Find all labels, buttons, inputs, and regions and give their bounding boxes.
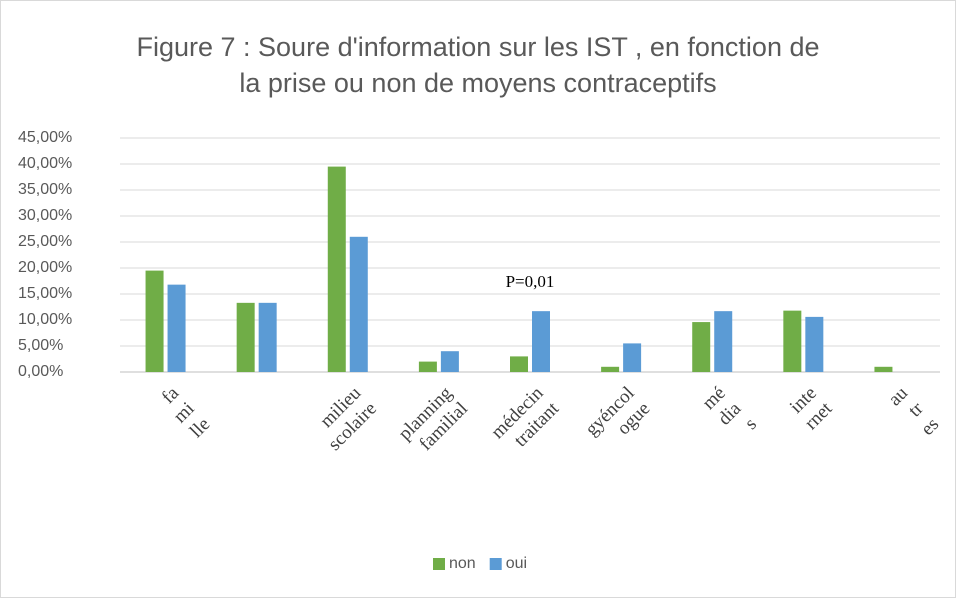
bar — [805, 316, 824, 372]
y-tick-label: 35,00% — [18, 181, 72, 198]
x-tick-label: famille — [154, 382, 215, 443]
bar — [349, 236, 368, 372]
y-tick-label: 20,00% — [18, 259, 72, 276]
bar — [623, 343, 642, 372]
bar — [601, 366, 620, 372]
legend-swatch — [489, 558, 502, 570]
annotation: P=0,01 — [506, 272, 555, 291]
y-tick-label: 40,00% — [18, 155, 72, 172]
bar — [532, 311, 550, 372]
legend-label: non — [449, 555, 476, 572]
y-tick-label: 45,00% — [18, 129, 72, 146]
y-tick-label: 10,00% — [18, 311, 72, 328]
bar — [418, 361, 437, 372]
chart-title: Figure 7 : Soure d'information sur les I… — [136, 32, 819, 98]
bar — [510, 356, 528, 372]
y-tick-label: 30,00% — [18, 207, 72, 224]
bar — [440, 351, 459, 372]
bar — [145, 270, 164, 372]
y-tick-label: 0,00% — [18, 363, 63, 380]
legend-label: oui — [506, 555, 527, 572]
bar — [692, 322, 711, 372]
bar — [714, 311, 733, 372]
legend-swatch — [433, 558, 445, 570]
bar — [327, 166, 346, 372]
bar — [236, 302, 255, 372]
y-tick-label: 5,00% — [18, 337, 63, 354]
bar — [167, 284, 186, 372]
bar — [258, 302, 277, 372]
bar — [874, 366, 893, 372]
y-tick-label: 25,00% — [18, 233, 72, 250]
y-tick-label: 15,00% — [18, 285, 72, 302]
bar — [783, 310, 802, 372]
